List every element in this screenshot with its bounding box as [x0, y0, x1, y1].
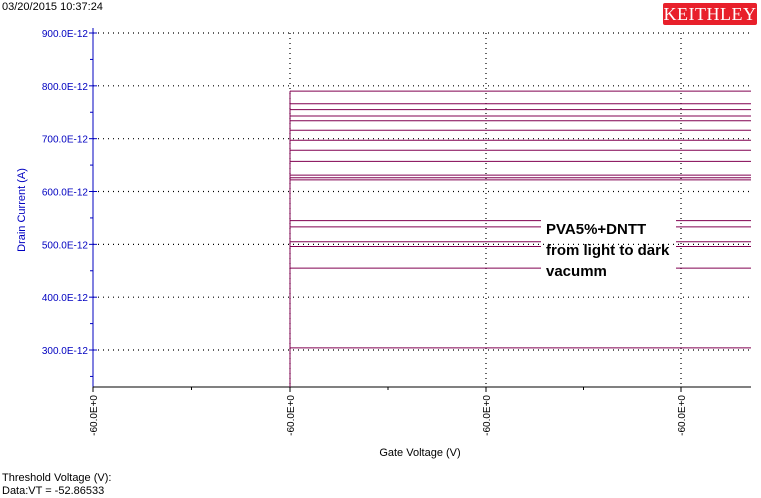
- data-series: [289, 90, 751, 387]
- x-tick-labels: -60.0E+0 -60.0E+0 -60.0E+0 -60.0E+0: [89, 395, 688, 436]
- threshold-value: Data:VT = -52.86533: [2, 485, 105, 497]
- x-tick-label: -60.0E+0: [286, 395, 297, 436]
- y-tick-labels: 300.0E-12 400.0E-12 500.0E-12 600.0E-12 700.…: [42, 29, 89, 357]
- y-tick-label: 900.0E-12: [42, 29, 89, 40]
- annotation: PVA5%+DNTT from light to dark vacumm: [546, 221, 670, 280]
- y-tick-label: 300.0E-12: [42, 346, 89, 357]
- threshold-label: Threshold Voltage (V):: [2, 472, 112, 484]
- y-axis-label: Drain Current (A): [16, 168, 28, 252]
- x-axis-label: Gate Voltage (V): [379, 447, 460, 459]
- x-tick-label: -60.0E+0: [677, 395, 688, 436]
- annotation-line: PVA5%+DNTT: [546, 221, 646, 238]
- annotation-line: vacumm: [546, 263, 607, 280]
- x-tick-label: -60.0E+0: [482, 395, 493, 436]
- keithley-logo: KEITHLEY: [663, 3, 757, 25]
- grid-lines: [93, 32, 751, 387]
- axes: [89, 28, 751, 392]
- timestamp: 03/20/2015 10:37:24: [2, 1, 103, 13]
- y-tick-label: 500.0E-12: [42, 240, 89, 251]
- y-tick-label: 700.0E-12: [42, 135, 89, 146]
- y-tick-label: 600.0E-12: [42, 188, 89, 199]
- y-tick-label: 400.0E-12: [42, 293, 89, 304]
- annotation-line: from light to dark: [546, 242, 670, 259]
- x-tick-label: -60.0E+0: [89, 395, 100, 436]
- y-tick-label: 800.0E-12: [42, 82, 89, 93]
